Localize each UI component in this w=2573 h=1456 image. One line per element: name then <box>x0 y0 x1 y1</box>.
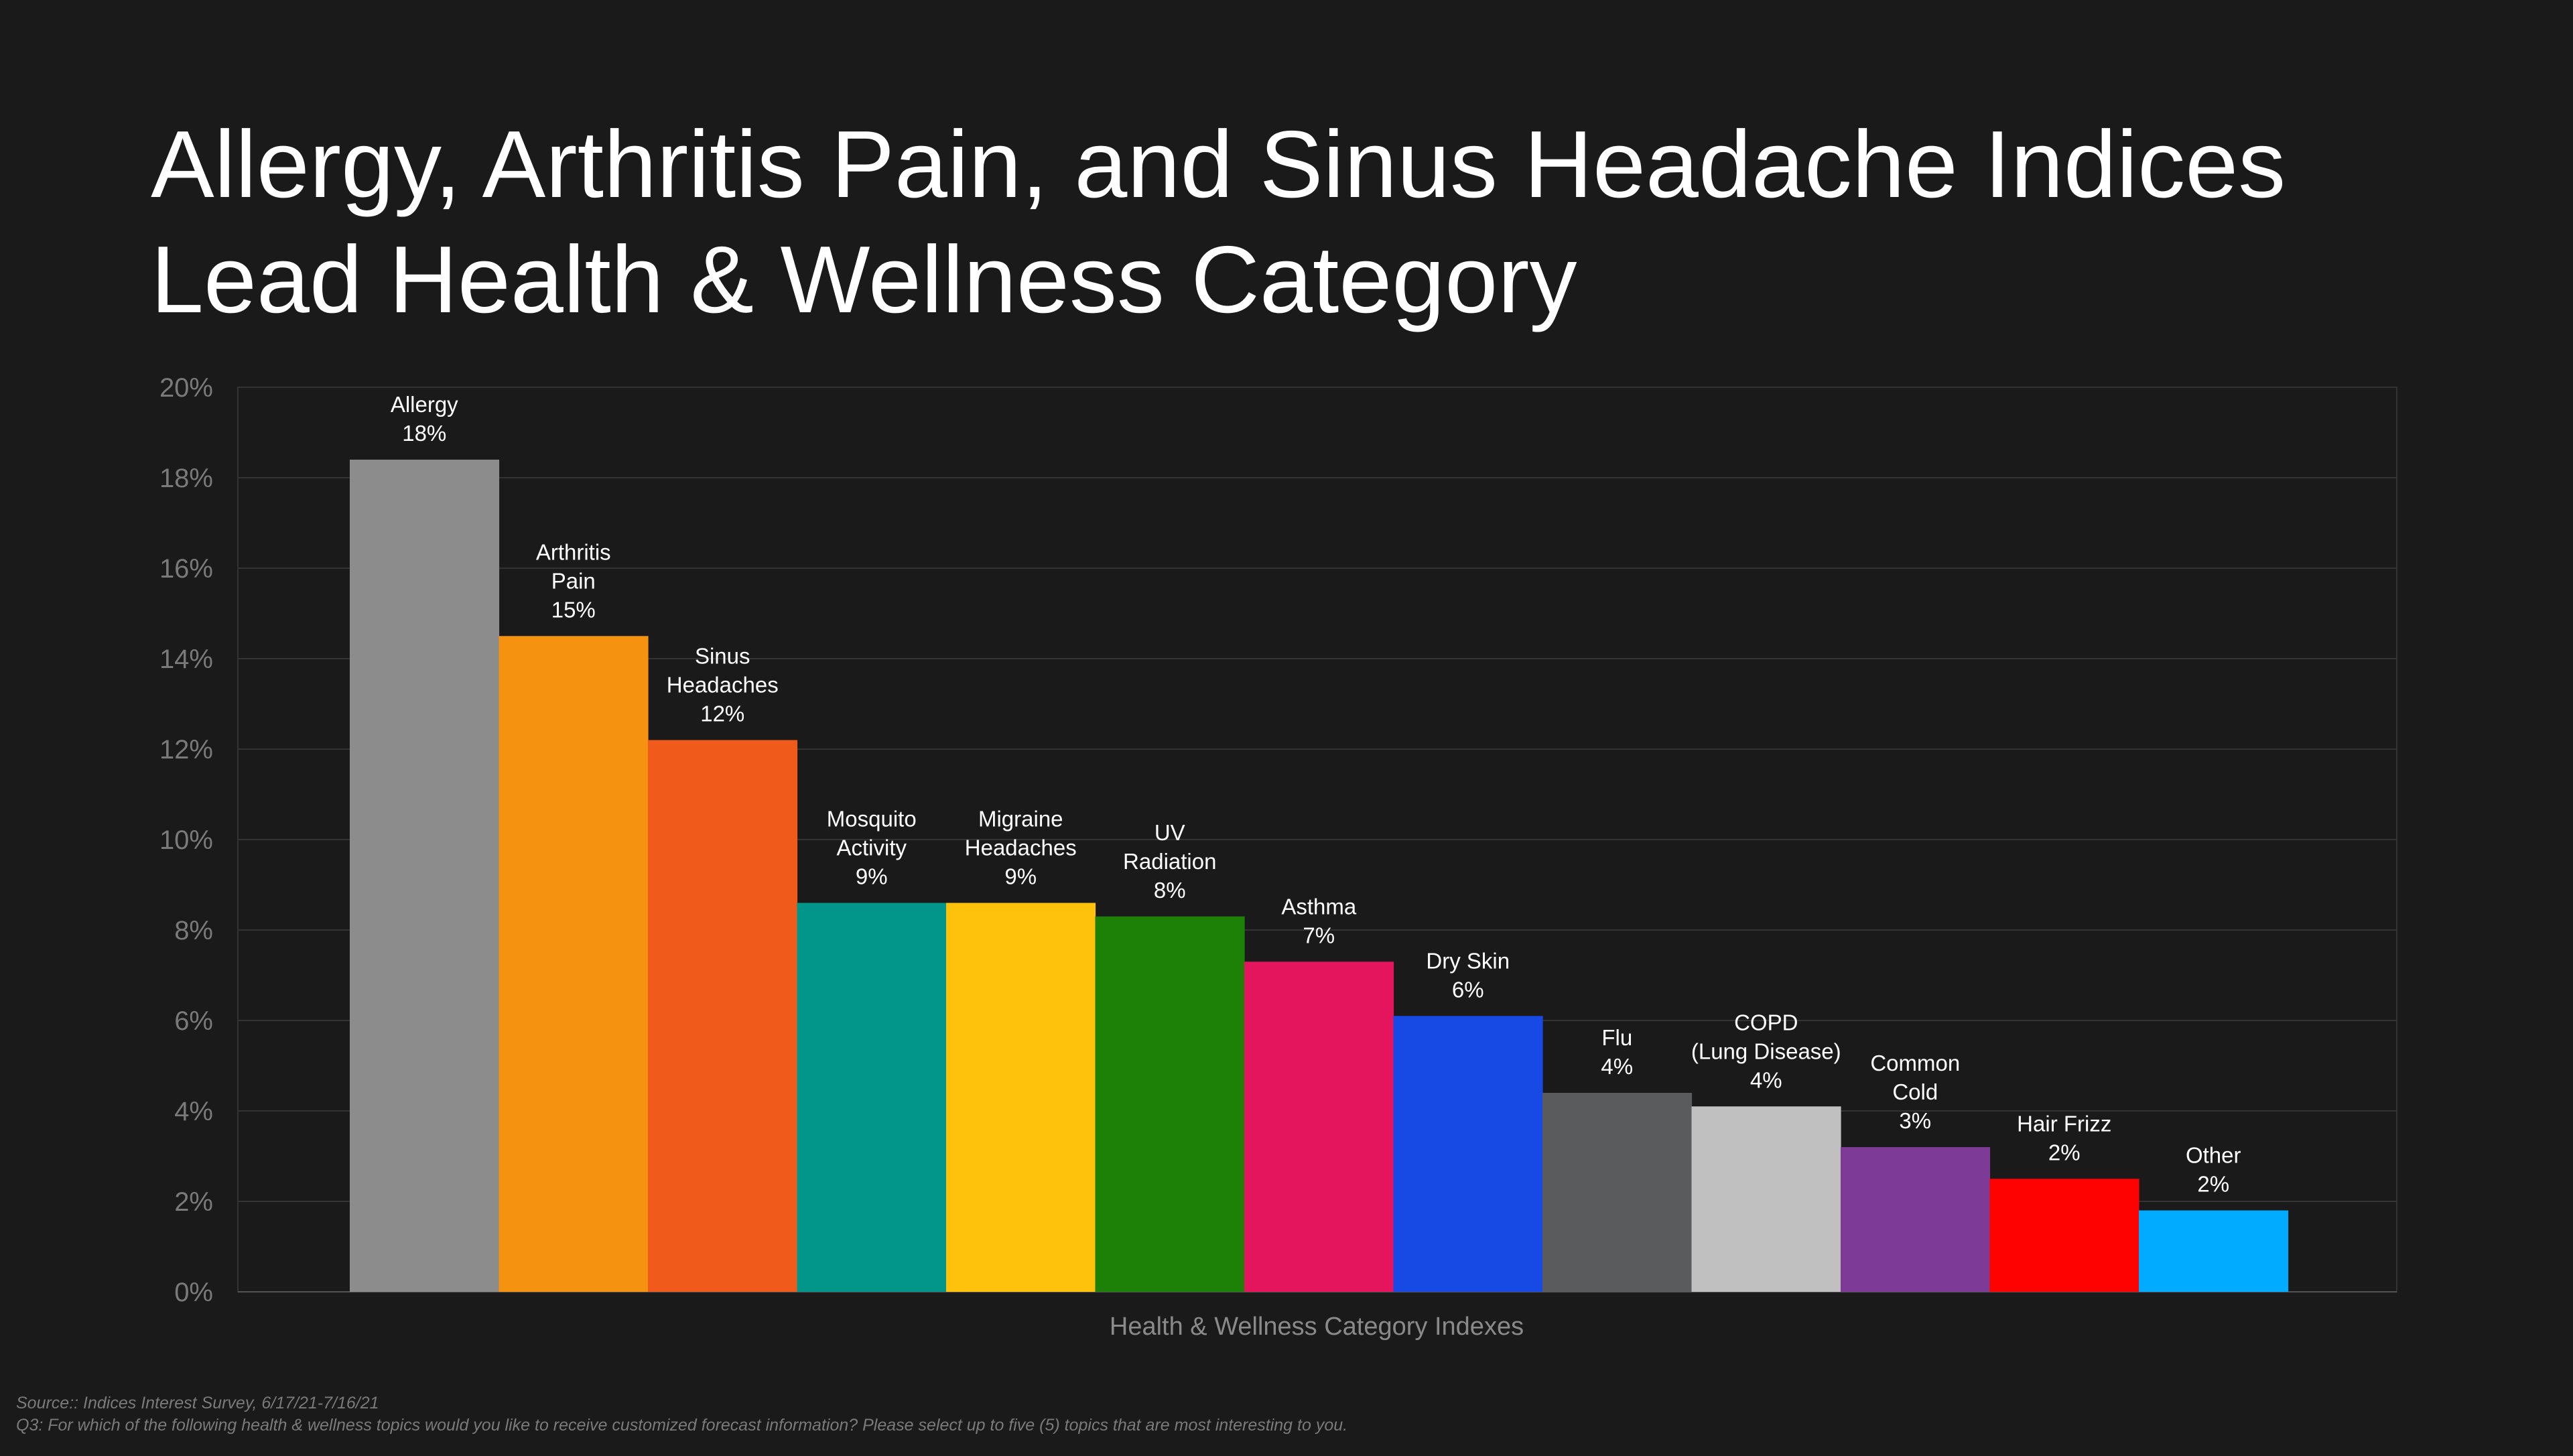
y-tick-label: 10% <box>159 825 213 855</box>
bar-label: Mosquito Activity 9% <box>827 807 917 889</box>
bar-label: Hair Frizz 2% <box>2017 1111 2111 1165</box>
bar-value-label: 15% <box>551 597 596 622</box>
bars <box>350 460 2289 1292</box>
bar-label: Other 2% <box>2186 1143 2241 1197</box>
y-tick-label: 2% <box>174 1187 213 1217</box>
bar-category-label: UV <box>1154 820 1185 845</box>
bar <box>1691 1106 1841 1292</box>
bar <box>499 636 649 1292</box>
bar-label: Migraine Headaches 9% <box>965 807 1077 889</box>
bar-value-label: 3% <box>1899 1108 1931 1133</box>
bar <box>946 903 1096 1292</box>
bar <box>797 903 947 1292</box>
bar-category-label: Sinus <box>695 644 750 669</box>
bar-category-label: COPD <box>1734 1010 1798 1035</box>
bar-category-label: Asthma <box>1281 894 1357 919</box>
bar-label: Flu 4% <box>1601 1025 1633 1079</box>
bar <box>2139 1210 2289 1292</box>
bar-label: COPD (Lung Disease) 4% <box>1691 1010 1841 1092</box>
y-tick-label: 12% <box>159 735 213 765</box>
chart-title: Allergy, Arthritis Pain, and Sinus Heada… <box>151 107 2429 338</box>
bar-category-label: Other <box>2186 1143 2241 1168</box>
chart-title-line-2: Lead Health & Wellness Category <box>151 226 1577 333</box>
bar-value-label: 7% <box>1303 923 1335 947</box>
bar <box>1095 916 1245 1292</box>
bar-value-label: 9% <box>1004 864 1037 889</box>
bar-category-label: Hair Frizz <box>2017 1111 2111 1136</box>
bar-value-label: 18% <box>402 421 446 446</box>
y-tick-label: 18% <box>159 464 213 493</box>
y-axis-tick-labels: 0% 2% 4% 6% 8% 10% 12% 14% 16% 18% 20% <box>159 373 213 1307</box>
bar <box>1841 1147 1991 1292</box>
bar-value-label: 4% <box>1601 1054 1633 1079</box>
bar <box>1244 962 1394 1292</box>
bar-label: Dry Skin 6% <box>1426 948 1510 1002</box>
bar-category-label: Migraine <box>978 807 1063 832</box>
x-axis-label: Health & Wellness Category Indexes <box>1110 1313 1524 1341</box>
bar-category-label: Mosquito <box>827 807 917 832</box>
y-tick-label: 20% <box>159 373 213 403</box>
bar-category-label: Dry Skin <box>1426 948 1510 973</box>
bar-labels: Allergy 18% Arthritis Pain 15% Sinus Headaches… <box>391 392 2241 1197</box>
bar-value-label: 9% <box>856 864 888 889</box>
y-tick-label: 6% <box>174 1006 213 1036</box>
bar-value-label: 2% <box>2197 1172 2229 1197</box>
bar <box>1542 1093 1693 1292</box>
bar <box>1989 1179 2139 1292</box>
bar-category-label: Arthritis <box>536 539 611 564</box>
bar-category-label: Headaches <box>965 836 1077 860</box>
chart-title-line-1: Allergy, Arthritis Pain, and Sinus Heada… <box>151 111 2286 218</box>
bar-category-label: Cold <box>1892 1079 1938 1104</box>
bar-value-label: 12% <box>700 702 744 726</box>
bar-category-label: Radiation <box>1123 849 1216 874</box>
bar-value-label: 8% <box>1154 878 1186 903</box>
bar-label: Asthma 7% <box>1281 894 1357 947</box>
bar-category-label: Flu <box>1601 1025 1632 1050</box>
y-tick-label: 0% <box>174 1278 213 1307</box>
bar-category-label: Headaches <box>667 673 779 698</box>
bar-value-label: 2% <box>2048 1140 2081 1165</box>
bar-category-label: Pain <box>551 568 596 593</box>
y-tick-label: 14% <box>159 645 213 674</box>
bar-label: Sinus Headaches 12% <box>667 644 779 726</box>
bar-category-label: Common <box>1870 1051 1960 1075</box>
bar-category-label: Activity <box>836 836 907 860</box>
bar-label: Allergy 18% <box>391 392 458 446</box>
bar <box>1393 1016 1543 1292</box>
y-tick-label: 4% <box>174 1097 213 1126</box>
bar-value-label: 4% <box>1750 1067 1782 1092</box>
bar-value-label: 6% <box>1452 977 1484 1002</box>
y-tick-label: 16% <box>159 554 213 584</box>
bar-category-label: Allergy <box>391 392 458 417</box>
bar-category-label: (Lung Disease) <box>1691 1039 1841 1063</box>
bar-label: Common Cold 3% <box>1870 1051 1960 1133</box>
bar <box>648 740 798 1292</box>
bar-label: UV Radiation 8% <box>1123 820 1216 903</box>
bar-label: Arthritis Pain 15% <box>536 539 611 622</box>
bar <box>350 460 500 1292</box>
source-footnote: Source:: Indices Interest Survey, 6/17/2… <box>16 1394 379 1412</box>
y-tick-label: 8% <box>174 916 213 945</box>
question-footnote: Q3: For which of the following health & … <box>16 1416 1348 1435</box>
